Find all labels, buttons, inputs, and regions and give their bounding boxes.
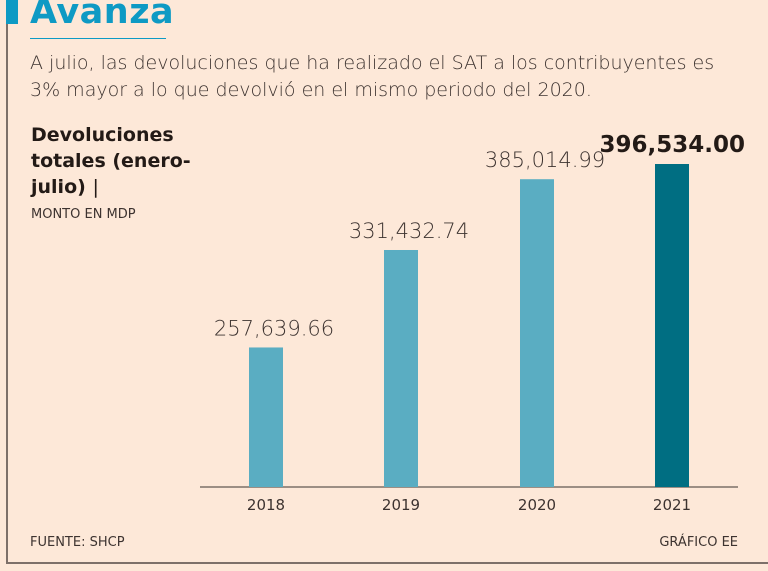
chart-title: Devoluciones totales (enero-julio) | <box>31 122 201 200</box>
data-label-2020: 385,014.99 <box>485 148 605 172</box>
chart-title-text: Devoluciones totales (enero-julio) <box>31 124 191 198</box>
headline: Avanza <box>30 0 175 32</box>
subtitle: A julio, las devoluciones que ha realiza… <box>30 52 715 101</box>
x-tick-label-2020: 2020 <box>518 496 556 514</box>
frame-left-border <box>6 0 8 563</box>
bar-2020 <box>520 179 554 488</box>
x-tick-label-2021: 2021 <box>653 496 691 514</box>
credit-note: GRÁFICO EE <box>659 535 738 550</box>
units-label: MONTO EN MDP <box>31 207 136 222</box>
data-label-2018: 257,639.66 <box>214 316 334 340</box>
bar-2018 <box>249 347 283 487</box>
frame-bottom-border <box>6 562 768 564</box>
bar-2019 <box>384 249 418 487</box>
source-note: FUENTE: SHCP <box>30 535 125 550</box>
bar-2021 <box>655 164 689 487</box>
data-label-2019: 331,432.74 <box>349 219 469 243</box>
headline-underline <box>30 38 166 39</box>
x-tick-label-2018: 2018 <box>247 496 285 514</box>
chart-title-separator: | <box>92 176 99 198</box>
x-tick-label-2019: 2019 <box>382 496 420 514</box>
data-label-2021: 396,534.00 <box>599 132 745 158</box>
accent-marker <box>6 0 18 24</box>
